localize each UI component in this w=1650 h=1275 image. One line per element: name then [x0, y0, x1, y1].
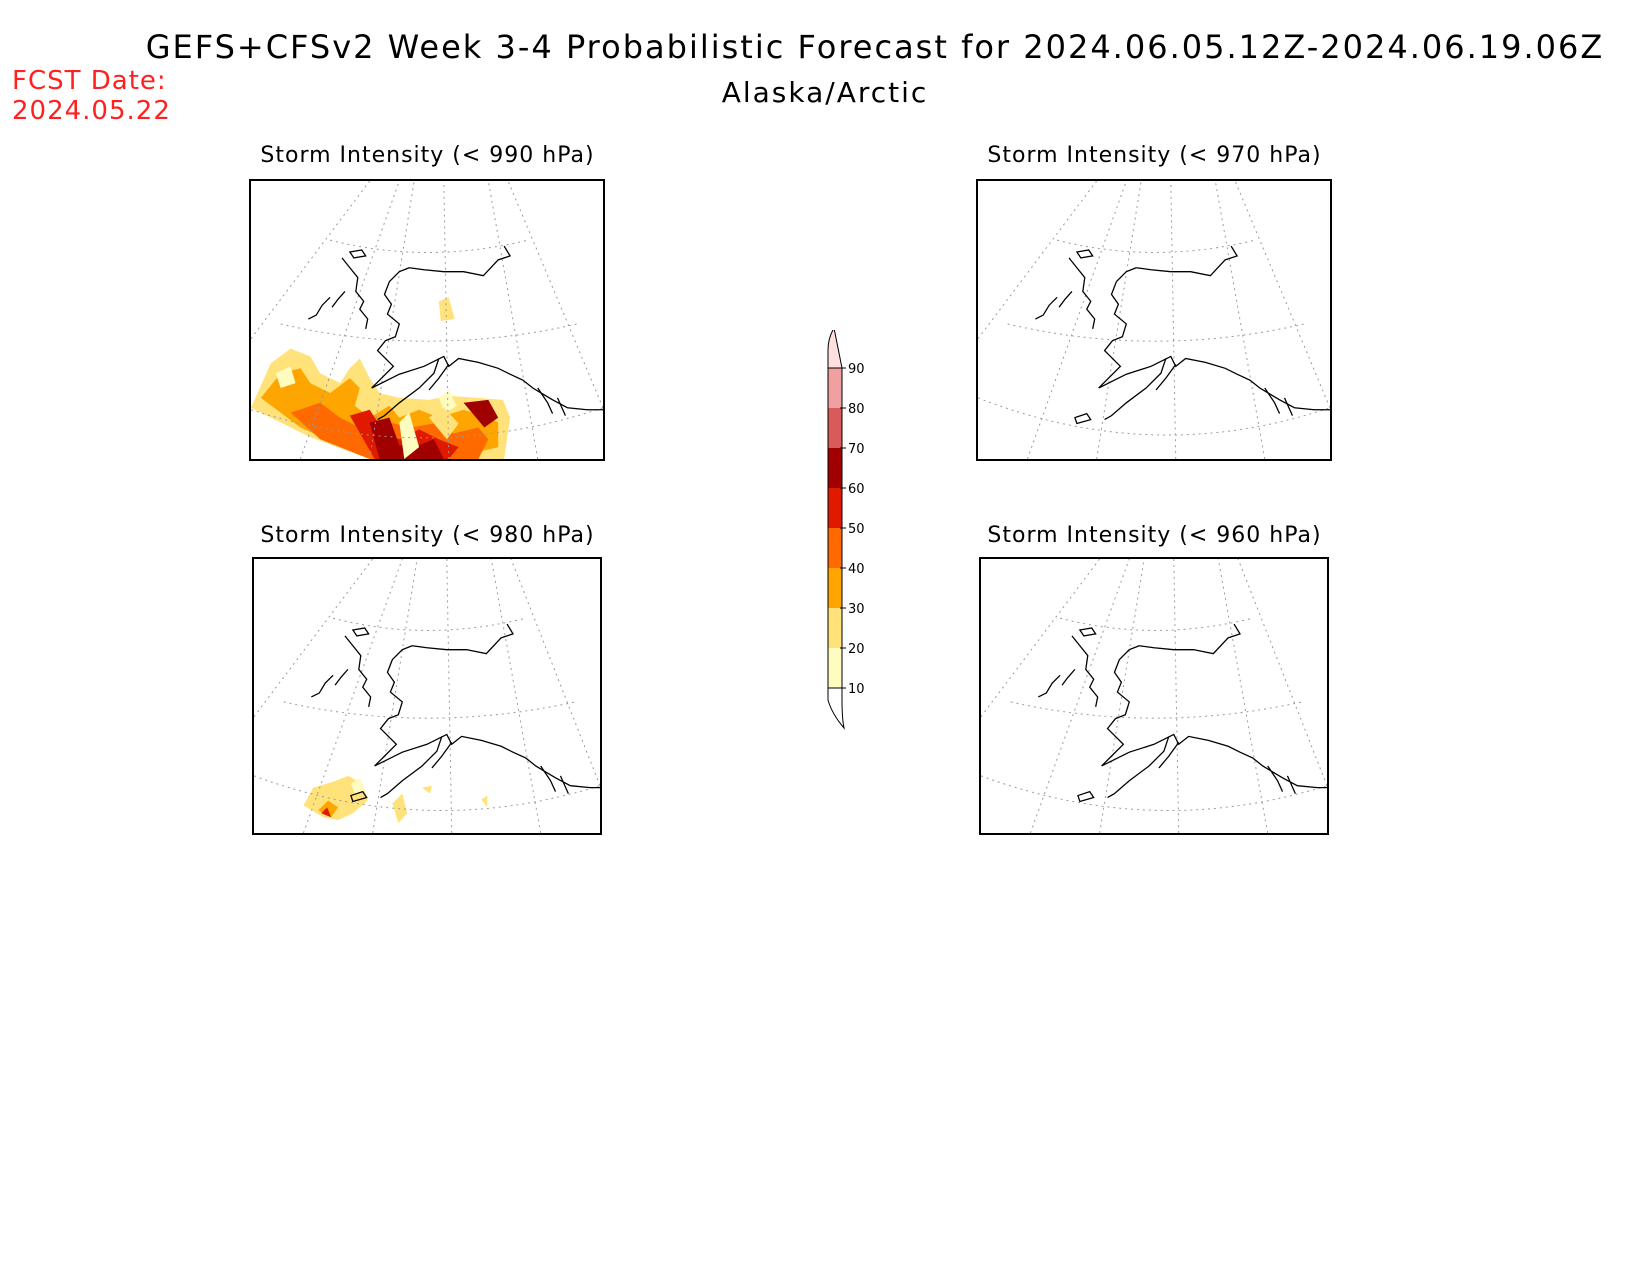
- colorbar-tick-label: 90: [848, 362, 865, 377]
- colorbar-bin: [828, 568, 842, 608]
- colorbar-tick-label: 70: [848, 442, 865, 457]
- colorbar-tick-label: 50: [848, 522, 865, 537]
- colorbar-bin: [828, 408, 842, 448]
- map-970-svg: [978, 181, 1330, 459]
- map-960-svg: [981, 559, 1327, 833]
- coastline-960: [1038, 623, 1327, 803]
- figure-title: GEFS+CFSv2 Week 3-4 Probabilistic Foreca…: [145, 28, 1605, 66]
- forecast-date-value: 2024.05.22: [12, 96, 171, 126]
- panel-title-970: Storm Intensity (< 970 hPa): [987, 143, 1322, 168]
- colorbar-svg: 90 80 70 60 50 40 30 20 10: [827, 326, 865, 730]
- colorbar-tick-label: 80: [848, 402, 865, 417]
- probability-colorbar: 90 80 70 60 50 40 30 20 10: [820, 326, 900, 740]
- forecast-date-block: FCST Date: 2024.05.22: [12, 66, 171, 126]
- map-panel-980: [252, 557, 602, 835]
- colorbar-bin: [828, 648, 842, 688]
- colorbar-tick-label: 20: [848, 642, 865, 657]
- colorbar-bin: [828, 448, 842, 488]
- colorbar-tick-label: 30: [848, 602, 865, 617]
- colorbar-cap-bottom: [827, 687, 845, 730]
- coastline-970: [1035, 245, 1330, 425]
- probability-fill-980: [303, 775, 488, 824]
- graticule-960: [981, 559, 1327, 833]
- figure-subtitle: Alaska/Arctic: [721, 76, 929, 109]
- panel-title-960: Storm Intensity (< 960 hPa): [987, 523, 1322, 548]
- graticule-980: [254, 559, 600, 833]
- coastline-990: [308, 245, 603, 421]
- map-panel-970: [976, 179, 1332, 461]
- colorbar-bin: [828, 488, 842, 528]
- probability-fill-990: [251, 297, 511, 459]
- coastline-980: [311, 623, 600, 803]
- map-980-svg: [254, 559, 600, 833]
- colorbar-cap-top: [827, 326, 843, 369]
- panel-title-980: Storm Intensity (< 980 hPa): [260, 523, 595, 548]
- colorbar-bin: [828, 528, 842, 568]
- colorbar-tick-label: 10: [848, 682, 865, 697]
- colorbar-tick-label: 60: [848, 482, 865, 497]
- map-panel-990: [249, 179, 605, 461]
- map-panel-960: [979, 557, 1329, 835]
- colorbar-bin: [828, 608, 842, 648]
- panel-title-990: Storm Intensity (< 990 hPa): [260, 143, 595, 168]
- graticule-970: [978, 181, 1330, 459]
- graticule-990: [251, 181, 603, 459]
- map-990-svg: [251, 181, 603, 459]
- colorbar-bin: [828, 368, 842, 408]
- colorbar-tick-label: 40: [848, 562, 865, 577]
- forecast-date-label: FCST Date:: [12, 66, 167, 96]
